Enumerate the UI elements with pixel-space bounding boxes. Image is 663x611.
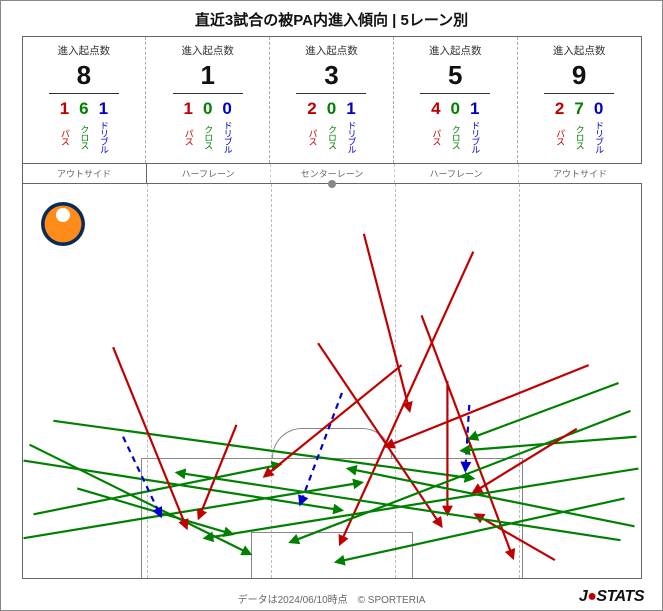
lane-metric-label: 進入起点数 (274, 43, 389, 58)
lane-sub-row: 1パス 0クロス 0ドリブル (150, 100, 265, 155)
lane-cross: 0クロス (327, 100, 336, 155)
arrow-cross (347, 469, 634, 527)
arrow-cross (290, 411, 630, 542)
arrow-cross (23, 461, 341, 511)
lane-sub-row: 4パス 0クロス 1ドリブル (398, 100, 513, 155)
lane-column: 進入起点数 3 2パス 0クロス 1ドリブル (270, 37, 394, 163)
lane-total: 9 (544, 60, 614, 94)
pitch (22, 183, 642, 579)
logo-rest: STATS (596, 588, 644, 605)
lane-metric-label: 進入起点数 (27, 43, 142, 58)
lane-column: 進入起点数 1 1パス 0クロス 0ドリブル (146, 37, 270, 163)
lane-total: 3 (296, 60, 366, 94)
logo-j: J (579, 588, 587, 605)
chart-title: 直近3試合の被PA内進入傾向 | 5レーン別 (1, 1, 662, 36)
lane-sub-row: 2パス 7クロス 0ドリブル (522, 100, 637, 155)
arrow-cross (204, 469, 638, 539)
chart-frame: 直近3試合の被PA内進入傾向 | 5レーン別 進入起点数 8 1パス 6クロス 1ドリブ… (0, 0, 663, 611)
lanes-header: 進入起点数81パス6クロス1ドリブル進入起点数11パス0クロス0ドリブル進入起点… (22, 36, 642, 164)
arrow-cross (469, 383, 618, 439)
arrow-cross (29, 445, 250, 554)
lane-pass: 1パス (183, 100, 192, 155)
lane-name: ハーフレーン (147, 164, 271, 183)
lane-total: 8 (49, 60, 119, 94)
lane-column: 進入起点数 9 2パス 7クロス 0ドリブル (518, 37, 641, 163)
arrow-cross (461, 437, 636, 451)
lane-dribble: 0ドリブル (222, 100, 231, 155)
lane-dribble: 1ドリブル (99, 100, 108, 155)
pitch-wrap: アウトサイドハーフレーンセンターレーンハーフレーンアウトサイド (22, 164, 642, 579)
lane-metric-label: 進入起点数 (398, 43, 513, 58)
arrow-pass (475, 514, 555, 560)
arrow-cross (53, 421, 473, 479)
lane-sub-row: 1パス 6クロス 1ドリブル (27, 100, 142, 155)
lane-name: アウトサイド (519, 164, 642, 183)
lane-pass: 4パス (431, 100, 440, 155)
lane-column: 進入起点数 5 4パス 0クロス 1ドリブル (394, 37, 518, 163)
lane-pass: 2パス (307, 100, 316, 155)
lane-cross: 0クロス (451, 100, 460, 155)
footer-text: データは2024/06/10時点 © SPORTERIA (1, 591, 662, 606)
jstats-logo: J●STATS (579, 588, 644, 606)
lane-cross: 7クロス (574, 100, 583, 155)
arrow-pass (363, 234, 409, 411)
lane-column: 進入起点数 8 1パス 6クロス 1ドリブル (23, 37, 147, 163)
lane-sub-row: 2パス 0クロス 1ドリブル (274, 100, 389, 155)
lane-cross: 6クロス (79, 100, 88, 155)
lane-total: 1 (173, 60, 243, 94)
lane-pass: 1パス (60, 100, 69, 155)
lane-metric-label: 進入起点数 (150, 43, 265, 58)
lane-pass: 2パス (555, 100, 564, 155)
lane-dribble: 1ドリブル (346, 100, 355, 155)
arrow-cross (77, 488, 232, 534)
lane-name: アウトサイド (22, 164, 147, 183)
arrow-pass (473, 429, 576, 493)
lane-dribble: 0ドリブル (594, 100, 603, 155)
lane-metric-label: 進入起点数 (522, 43, 637, 58)
arrow-pass (318, 343, 441, 526)
arrows-layer (23, 184, 641, 578)
lane-dribble: 1ドリブル (470, 100, 479, 155)
arrow-cross (23, 482, 361, 538)
lane-cross: 0クロス (203, 100, 212, 155)
lane-name: ハーフレーン (395, 164, 519, 183)
lane-total: 5 (420, 60, 490, 94)
